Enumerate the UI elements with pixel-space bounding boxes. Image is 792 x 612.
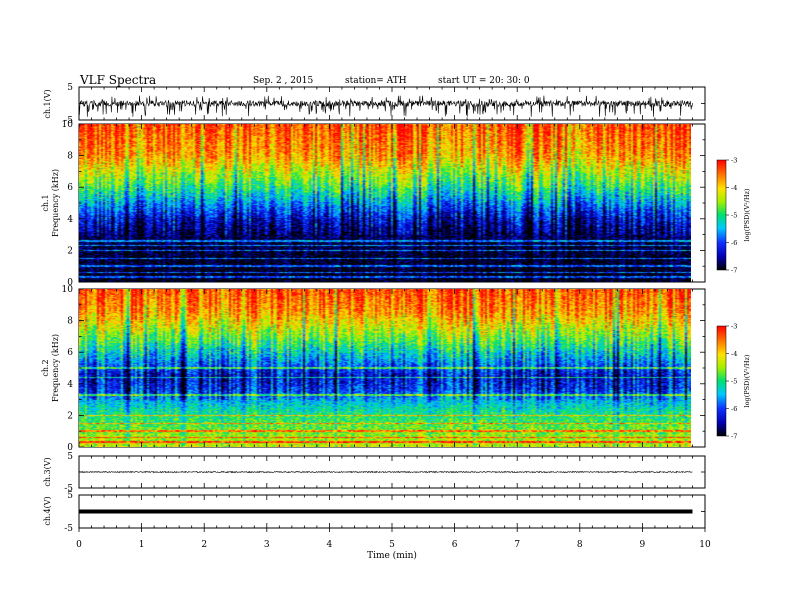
y-tick-label: 2 <box>67 411 73 421</box>
x-tick-label: 2 <box>201 540 207 550</box>
ch1-spectrogram-ylabel-bottom: Frequency (kHz) <box>51 169 60 237</box>
ch3-waveform-ylabel: ch.3(V) <box>43 457 52 486</box>
y-tick-label: 5 <box>67 83 73 93</box>
colorbar-tick-label: -4 <box>731 184 737 192</box>
ch2-spectrogram-ylabel-bottom: Frequency (kHz) <box>51 334 60 402</box>
colorbar-tick-label: -5 <box>731 378 737 386</box>
y-tick-label: 5 <box>67 491 73 501</box>
x-tick-label: 8 <box>577 540 583 550</box>
ch1-spectrogram-ylabel-top: ch.1 <box>41 194 50 211</box>
ch4-waveform-ylabel: ch.4(V) <box>43 496 52 525</box>
colorbar-tick-label: -4 <box>731 350 737 358</box>
colorbar-tick-label: -5 <box>731 212 737 220</box>
figure-title: VLF Spectra <box>79 73 156 87</box>
date-label: Sep. 2 , 2015 <box>253 76 313 86</box>
y-tick-label: 8 <box>67 317 73 327</box>
colorbar-tick-label: -3 <box>731 157 737 165</box>
y-tick-label: 0 <box>67 278 73 288</box>
colorbar-tick-label: -7 <box>731 267 737 275</box>
y-tick-label: 6 <box>67 348 73 358</box>
ch1-spectrogram-heatmap <box>79 124 691 282</box>
ch1-colorbar <box>716 159 727 271</box>
y-tick-label: 4 <box>67 380 73 390</box>
y-tick-label: 4 <box>67 215 73 225</box>
ch1-colorbar-label: log(PSD)(V²/Hz) <box>743 188 751 241</box>
x-tick-label: 9 <box>640 540 646 550</box>
y-tick-label: 5 <box>67 452 73 462</box>
x-tick-label: 10 <box>699 540 711 550</box>
colorbar-tick-label: -6 <box>731 239 737 247</box>
y-tick-label: 10 <box>62 285 74 295</box>
ch2-colorbar <box>716 325 727 437</box>
x-tick-label: 0 <box>76 540 82 550</box>
colorbar-tick-label: -3 <box>731 323 737 331</box>
ch1-waveform-trace <box>78 95 693 117</box>
y-tick-label: 2 <box>67 246 73 256</box>
colorbar-tick-label: -7 <box>731 433 737 441</box>
y-tick-label: 6 <box>67 183 73 193</box>
ch2-spectrogram-heatmap <box>79 289 691 447</box>
colorbar-ticks: -3 -4 -5 -6 -7 -3 -4 -5 -6 -7 <box>726 157 737 441</box>
x-tick-label: 5 <box>389 540 395 550</box>
ch2-spectrogram-ylabel-top: ch.2 <box>41 359 50 376</box>
y-tick-label: -5 <box>64 116 73 126</box>
x-tick-label: 3 <box>264 540 270 550</box>
x-axis-label: Time (min) <box>367 550 417 561</box>
ch1-waveform-ylabel: ch.1(V) <box>43 89 52 118</box>
ch2-colorbar-label: log(PSD)(V²/Hz) <box>743 354 751 407</box>
y-tick-label: -5 <box>64 524 73 534</box>
ch3-waveform-trace <box>78 470 693 474</box>
x-tick-label: 7 <box>514 540 520 550</box>
y-tick-label: 10 <box>62 120 74 130</box>
y-tick-label: 8 <box>67 152 73 162</box>
y-tick-label: -5 <box>64 484 73 494</box>
start-time-label: start UT = 20: 30: 0 <box>438 76 530 86</box>
x-tick-label: 6 <box>452 540 458 550</box>
x-tick-label: 1 <box>139 540 145 550</box>
x-tick-label: 4 <box>327 540 333 550</box>
station-label: station= ATH <box>345 76 407 86</box>
y-tick-label: 0 <box>67 443 73 453</box>
colorbar-tick-label: -6 <box>731 405 737 413</box>
